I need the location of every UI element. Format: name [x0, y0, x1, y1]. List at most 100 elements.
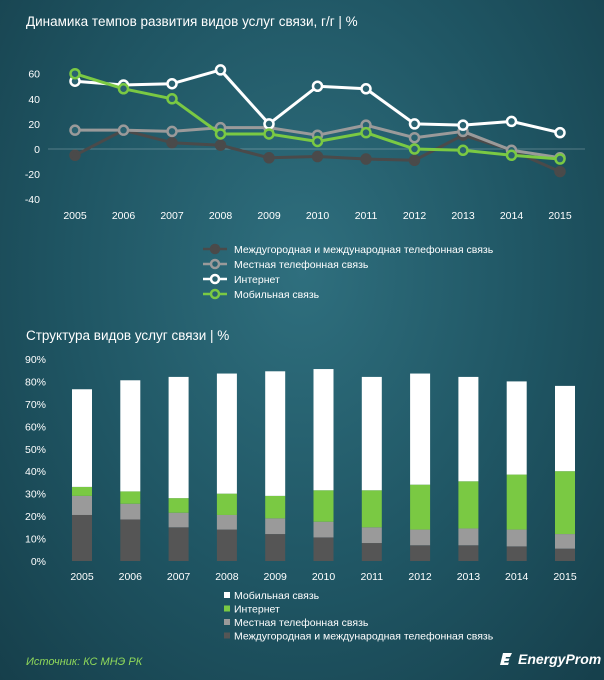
legend-label: Мобильная связь	[234, 289, 320, 301]
bar-segment	[361, 527, 382, 544]
legend-marker	[209, 258, 221, 270]
y-tick-label: -20	[25, 169, 40, 181]
line-chart-title: Динамика темпов развития видов услуг свя…	[26, 14, 358, 29]
bar-chart-title: Структура видов услуг связи | %	[26, 328, 230, 343]
data-point	[166, 136, 178, 149]
bar-segment	[458, 376, 479, 482]
legend-label: Местная телефонная связь	[234, 259, 369, 271]
data-point	[360, 126, 372, 139]
legend-label: Интернет	[234, 274, 280, 286]
brand-logo: EnergyProm	[500, 651, 601, 667]
data-point	[214, 128, 227, 140]
y-tick-label: 20	[28, 119, 40, 131]
line-chart: 60 40 20 0 -20 -40 2005 2006 2007 2008 2009 2010 201…	[25, 64, 585, 301]
legend-marker	[209, 288, 221, 300]
data-point	[311, 80, 324, 92]
data-point	[311, 150, 324, 163]
bar-segment	[410, 529, 431, 546]
x-tick-label: 2014	[500, 210, 524, 222]
y-tick-label: 60	[28, 69, 40, 81]
bar-segment	[410, 545, 431, 561]
bar-segment	[313, 490, 334, 522]
x-tick-label: 2011	[355, 210, 378, 222]
x-tick-label: 2015	[548, 210, 572, 222]
x-tick-label: 2008	[215, 571, 239, 583]
y-tick-label: 80%	[25, 376, 46, 388]
x-tick-label: 2012	[403, 210, 427, 222]
bar-segment	[361, 490, 382, 528]
bar-segment	[72, 495, 92, 515]
data-point	[457, 144, 469, 157]
y-tick-label: -40	[25, 194, 40, 206]
x-tick-label: 2010	[306, 210, 330, 222]
bar-segment	[168, 512, 189, 528]
legend-label: Междугородная и международная телефонная…	[234, 631, 494, 643]
data-point	[166, 125, 178, 138]
legend-swatch	[224, 632, 230, 639]
bar-segment	[313, 521, 334, 538]
y-tick-label: 10%	[25, 534, 46, 546]
bar-segment	[458, 545, 479, 561]
bar-segment	[555, 548, 575, 561]
data-point	[263, 152, 275, 164]
bar-segment	[265, 534, 286, 561]
x-tick-label: 2009	[257, 210, 281, 222]
bar-segment	[506, 381, 527, 475]
data-point	[69, 149, 81, 162]
bar-segment	[458, 528, 479, 546]
data-point	[408, 118, 421, 130]
bar-segment	[72, 389, 92, 487]
x-tick-label: 2007	[160, 210, 184, 222]
y-tick-label: 40	[28, 94, 40, 106]
bar-segment	[313, 369, 334, 491]
bar-segment	[120, 380, 141, 492]
x-tick-label: 2006	[112, 210, 136, 222]
legend-label: Мобильная связь	[234, 590, 320, 602]
bar-segment	[313, 537, 334, 561]
bar-segment	[555, 471, 575, 535]
y-tick-label: 40%	[25, 466, 46, 478]
x-tick-label: 2014	[505, 571, 529, 583]
bar-segment	[216, 373, 237, 494]
y-tick-label: 30%	[25, 489, 46, 501]
data-point	[166, 93, 178, 105]
legend-swatch	[224, 605, 230, 612]
data-point	[214, 64, 227, 76]
bar-segment	[265, 495, 286, 519]
x-tick-label: 2015	[553, 571, 577, 583]
bar-segment	[555, 534, 575, 549]
x-tick-label: 2013	[457, 571, 481, 583]
bar-segment	[265, 371, 286, 496]
data-point	[408, 154, 421, 167]
bar-segment	[168, 498, 189, 513]
data-point	[166, 77, 178, 90]
bar-segment	[410, 373, 431, 485]
bar-segment	[265, 518, 286, 535]
x-tick-label: 2007	[167, 571, 191, 583]
bar-segment	[120, 519, 141, 561]
bar-segment	[361, 543, 382, 561]
legend-label: Интернет	[234, 604, 280, 616]
data-point	[117, 124, 130, 136]
source-note: Источник: КС МНЭ РК	[26, 656, 143, 668]
bar-segment	[72, 514, 92, 561]
bar-segment	[216, 493, 237, 515]
data-point	[263, 128, 275, 140]
data-point	[554, 126, 566, 139]
y-tick-label: 50%	[25, 444, 46, 456]
y-tick-label: 90%	[25, 354, 46, 366]
data-point	[408, 131, 421, 144]
x-tick-label: 2005	[70, 571, 94, 583]
legend-marker	[209, 243, 221, 255]
bar-segment	[216, 514, 237, 530]
data-point	[457, 119, 469, 131]
y-tick-label: 60%	[25, 421, 46, 433]
bar-segment	[168, 527, 189, 561]
data-point	[554, 153, 566, 165]
bar-segment	[361, 376, 382, 491]
bar-segment	[458, 481, 479, 529]
y-tick-label: 0%	[31, 556, 46, 568]
data-point	[360, 83, 372, 95]
x-tick-label: 2006	[119, 571, 143, 583]
